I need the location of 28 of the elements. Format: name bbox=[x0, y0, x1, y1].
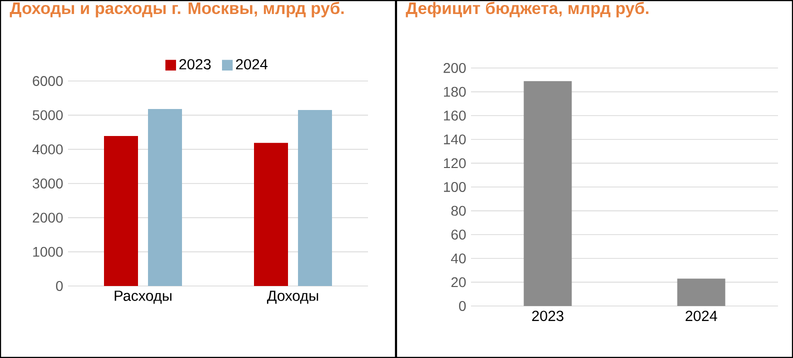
bar bbox=[104, 136, 138, 286]
y-tick-label: 4000 bbox=[32, 144, 63, 154]
y-tick-label: 0 bbox=[459, 301, 466, 311]
y-tick-label: 0 bbox=[56, 281, 63, 291]
y-tick-label: 160 bbox=[444, 110, 466, 121]
y-tick-label: 6000 bbox=[32, 76, 63, 86]
legend-label: 2024 bbox=[236, 59, 268, 70]
y-tick-label: 5000 bbox=[32, 110, 63, 120]
y-tick-label: 3000 bbox=[32, 178, 63, 188]
bar bbox=[298, 110, 332, 286]
bar bbox=[148, 109, 182, 286]
y-tick-label: 180 bbox=[444, 86, 466, 97]
y-tick-label: 100 bbox=[444, 182, 466, 192]
y-tick-label: 40 bbox=[451, 253, 466, 264]
x-tick-label: Доходы bbox=[267, 290, 318, 304]
y-tick-label: 60 bbox=[451, 230, 466, 240]
bar bbox=[254, 142, 288, 286]
chart-title: Доходы и расходы г. Москвы, млрд руб. bbox=[10, 2, 344, 18]
x-tick-label: Расходы bbox=[114, 290, 172, 304]
y-tick-label: 20 bbox=[451, 277, 466, 288]
y-tick-label: 1000 bbox=[33, 246, 63, 257]
y-tick-label: 200 bbox=[444, 63, 466, 73]
y-tick-label: 140 bbox=[444, 134, 466, 144]
chart-title: Дефицит бюджета, млрд руб. bbox=[406, 2, 648, 18]
legend-label: 2023 bbox=[179, 59, 211, 70]
y-tick-label: 2000 bbox=[32, 212, 63, 223]
y-tick-label: 120 bbox=[444, 158, 466, 168]
y-tick-label: 80 bbox=[451, 206, 466, 216]
